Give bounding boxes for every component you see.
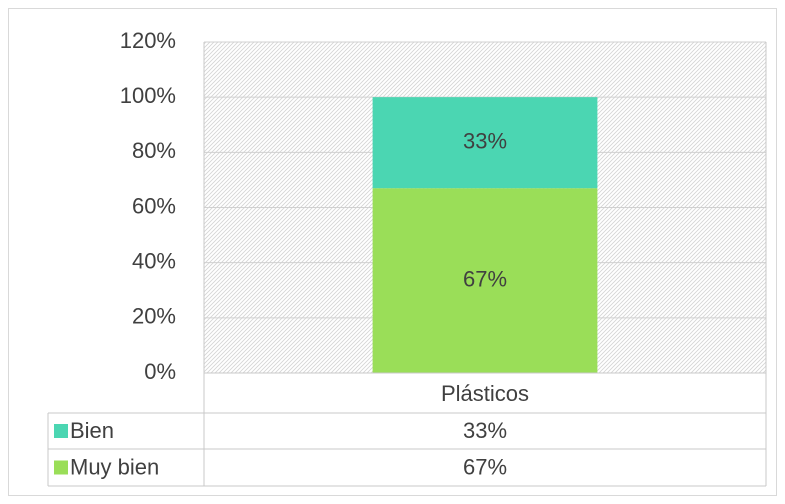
y-tick-label: 100% xyxy=(120,83,176,108)
y-tick-label: 80% xyxy=(132,138,176,163)
y-tick-label: 0% xyxy=(144,359,176,384)
legend-swatch xyxy=(54,424,68,438)
y-tick-label: 120% xyxy=(120,28,176,53)
legend-swatch xyxy=(54,460,68,475)
legend-label: Muy bien xyxy=(70,454,159,479)
x-tick-label: Plásticos xyxy=(441,381,529,406)
legend-label: Bien xyxy=(70,418,114,443)
bar-segment xyxy=(372,97,598,189)
data-label: 67% xyxy=(463,266,507,291)
y-tick-label: 40% xyxy=(132,248,176,273)
bar-segment xyxy=(372,188,598,373)
y-tick-label: 60% xyxy=(132,193,176,218)
y-tick-label: 20% xyxy=(132,304,176,329)
table-cell: 67% xyxy=(463,454,507,479)
table-cell: 33% xyxy=(463,418,507,443)
data-label: 33% xyxy=(463,128,507,153)
